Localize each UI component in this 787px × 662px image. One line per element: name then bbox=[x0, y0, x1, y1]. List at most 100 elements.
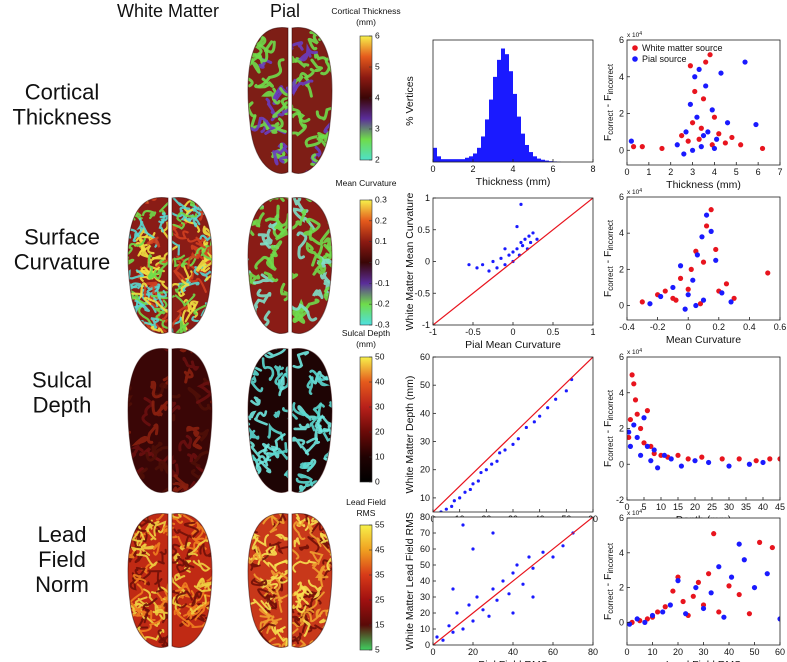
scatter-point bbox=[674, 142, 680, 148]
hemisphere-shade bbox=[247, 348, 289, 493]
y-axis-label-part: incorrect bbox=[606, 542, 615, 573]
sulcus bbox=[248, 279, 251, 293]
scatter-point bbox=[627, 416, 634, 423]
plot-area bbox=[627, 357, 780, 500]
y-tick-label: 0 bbox=[619, 145, 624, 155]
sulcus bbox=[204, 269, 212, 281]
scatter-point bbox=[757, 539, 763, 545]
hemisphere-shade bbox=[291, 27, 333, 174]
sulcus bbox=[306, 376, 314, 395]
y-tick-label: 60 bbox=[420, 352, 430, 362]
scatter-point bbox=[651, 447, 657, 453]
sulcus bbox=[194, 602, 211, 621]
histogram-bar bbox=[433, 147, 437, 162]
sulcus bbox=[270, 151, 288, 164]
sulcus bbox=[257, 588, 271, 601]
sulcus bbox=[303, 217, 321, 236]
row-label: Thickness bbox=[12, 105, 111, 130]
x-tick-label: 30 bbox=[724, 502, 734, 512]
scatter-point bbox=[726, 583, 732, 589]
row-label: Norm bbox=[35, 572, 89, 597]
sulcus bbox=[172, 590, 195, 605]
histogram-bar bbox=[505, 54, 509, 162]
scatter-point bbox=[698, 125, 704, 131]
reference-line bbox=[433, 198, 593, 325]
sulcus bbox=[155, 308, 168, 330]
y-axis-label-part: - F bbox=[602, 95, 614, 111]
brain bbox=[247, 348, 333, 493]
scatter-point bbox=[658, 293, 664, 300]
sulcus bbox=[188, 513, 197, 516]
sulcus bbox=[312, 289, 324, 300]
y-axis-label: White Matter Lead Field RMS bbox=[404, 512, 416, 650]
hemisphere-shade bbox=[291, 513, 333, 648]
x-tick-label: 1 bbox=[646, 167, 651, 177]
sulcus bbox=[248, 303, 254, 316]
sulcus bbox=[254, 77, 274, 89]
scatter-point bbox=[627, 621, 633, 627]
sulcus bbox=[248, 99, 257, 118]
hemisphere-shade bbox=[247, 197, 289, 334]
sulcus bbox=[203, 198, 211, 211]
sulcus bbox=[153, 299, 168, 315]
sulcus bbox=[157, 258, 168, 273]
sulcus bbox=[172, 254, 187, 268]
sulcus bbox=[248, 438, 268, 458]
scatter-point bbox=[487, 269, 491, 273]
sulcus bbox=[139, 563, 155, 574]
sulcus bbox=[187, 452, 198, 463]
sulcus bbox=[308, 370, 328, 385]
sulcus bbox=[309, 369, 331, 387]
sulcus bbox=[196, 257, 212, 272]
scatter-point bbox=[476, 479, 480, 483]
brain bbox=[247, 197, 333, 334]
axes-frame bbox=[626, 196, 781, 321]
x-axis-label: Pial Mean Curvature bbox=[465, 339, 561, 351]
sulcus bbox=[128, 455, 133, 471]
sulcus bbox=[140, 332, 149, 334]
y-axis-label-part: F bbox=[602, 291, 614, 297]
sulcus bbox=[193, 327, 208, 334]
sulcus bbox=[292, 41, 304, 52]
y-tick-label: 0.5 bbox=[417, 225, 430, 235]
x-tick-label: 4 bbox=[712, 167, 717, 177]
chart: 0 20 40 60 80 0 10 20 30 40 50 60 70 80 Pial Field RMS… bbox=[404, 512, 598, 662]
sulcus bbox=[163, 348, 168, 350]
hemisphere-shade bbox=[291, 197, 333, 334]
x-tick-label: 50 bbox=[749, 647, 759, 657]
sulcus bbox=[266, 445, 280, 459]
sulcus bbox=[163, 588, 168, 603]
scatter-point bbox=[696, 66, 702, 73]
legend-marker bbox=[632, 45, 638, 51]
histogram-bar bbox=[493, 76, 497, 162]
histogram-bar bbox=[473, 153, 477, 162]
scatter-point bbox=[444, 507, 448, 511]
colorbar-tick-label: 30 bbox=[375, 402, 385, 412]
scatter-point bbox=[692, 74, 698, 80]
sulcus bbox=[248, 427, 260, 440]
scatter-point bbox=[519, 202, 523, 206]
x-tick-label: 6 bbox=[756, 167, 761, 177]
histogram-bar bbox=[441, 159, 445, 162]
sulcus bbox=[325, 208, 332, 221]
y-tick-label: 6 bbox=[619, 35, 624, 45]
sulcus bbox=[173, 609, 190, 627]
sulcus bbox=[248, 546, 263, 564]
sulcus bbox=[128, 302, 131, 315]
sulcus bbox=[204, 296, 212, 315]
sulcus bbox=[304, 170, 332, 174]
scatter-point bbox=[764, 571, 770, 577]
sulcus bbox=[173, 528, 193, 549]
sulcus bbox=[311, 254, 324, 272]
sulcus bbox=[266, 620, 279, 634]
scatter-point bbox=[713, 257, 719, 263]
sulcus bbox=[172, 596, 182, 607]
sulcus bbox=[162, 513, 168, 534]
x-tick-label: 0 bbox=[624, 167, 629, 177]
sulcus bbox=[292, 71, 309, 91]
row-label: Lead bbox=[38, 522, 87, 547]
scatter-point bbox=[641, 440, 647, 446]
sulcus bbox=[323, 449, 332, 461]
x-tick-label: 25 bbox=[707, 502, 717, 512]
